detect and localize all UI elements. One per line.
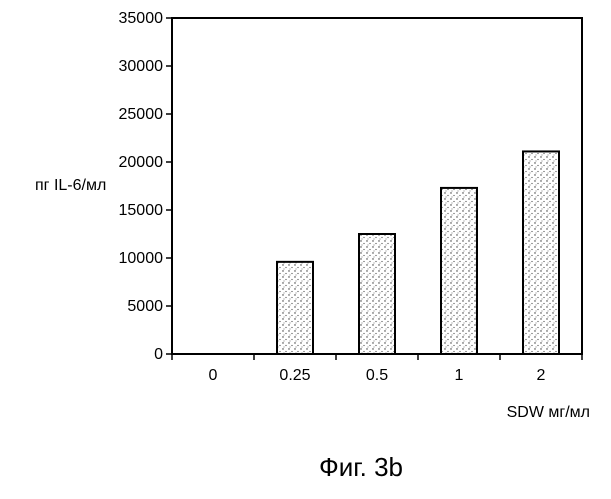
x-axis-label: SDW мг/мл (507, 404, 590, 421)
bar (523, 151, 559, 354)
bar (359, 234, 395, 354)
y-tick-label: 20000 (119, 154, 164, 171)
x-tick-label: 0.5 (366, 367, 388, 384)
y-tick-label: 25000 (119, 106, 164, 123)
y-tick-label: 10000 (119, 250, 164, 267)
y-tick-label: 15000 (119, 202, 164, 219)
y-tick-label: 0 (154, 346, 163, 363)
x-axis-ticks: 0 0.25 0.5 1 2 (172, 354, 582, 384)
x-tick-label: 0.25 (279, 367, 310, 384)
bars (277, 151, 559, 354)
x-tick-label: 0 (209, 367, 218, 384)
x-tick-label: 1 (455, 367, 464, 384)
y-tick-label: 30000 (119, 58, 164, 75)
y-tick-label: 5000 (127, 298, 163, 315)
y-axis-ticks: 0 5000 10000 15000 20000 25000 30000 35000 (119, 10, 173, 363)
bar (441, 188, 477, 354)
x-tick-label: 2 (537, 367, 546, 384)
y-tick-label: 35000 (119, 10, 164, 27)
y-axis-label: пг IL-6/мл (35, 177, 106, 194)
figure-caption: Фиг. 3b (319, 452, 403, 482)
bar (277, 262, 313, 354)
